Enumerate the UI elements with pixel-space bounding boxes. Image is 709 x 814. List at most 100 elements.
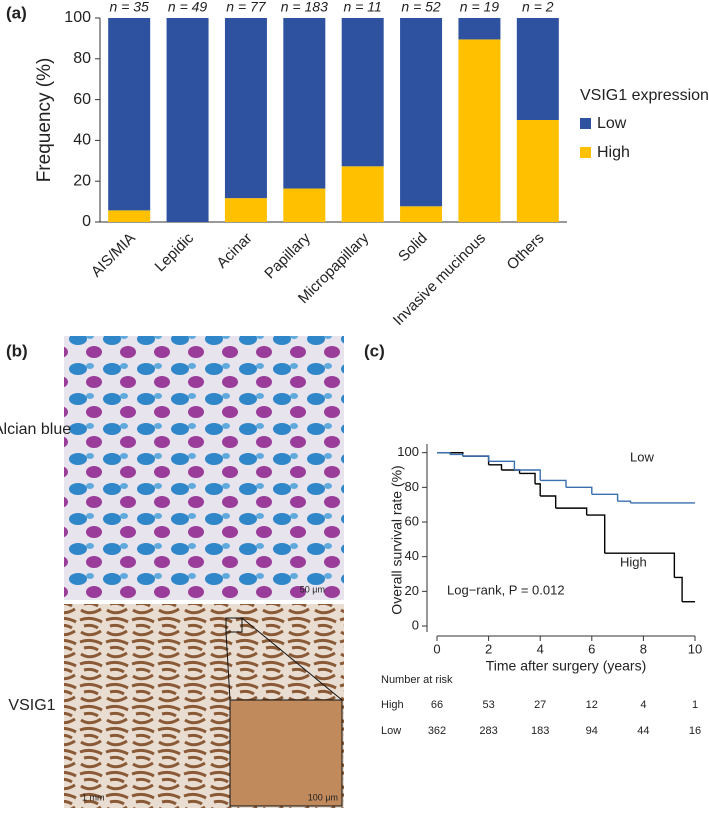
y-tick-label: 60	[405, 513, 419, 528]
x-tick-label: 6	[588, 641, 595, 656]
zoom-line	[241, 617, 343, 701]
y-tick-label: 60	[73, 91, 91, 108]
y-tick-label: 40	[405, 548, 419, 563]
panel-label: (b)	[6, 341, 28, 360]
risk-count: 94	[586, 725, 598, 737]
panel-label: (a)	[6, 3, 27, 22]
bar-segment	[341, 18, 384, 167]
bar-segment	[516, 18, 559, 120]
y-tick-label: 100	[397, 444, 419, 459]
survival-step	[488, 464, 503, 470]
bar-segment	[166, 18, 209, 222]
y-tick-label: 0	[412, 617, 419, 632]
bar-segment	[283, 18, 326, 189]
panel-label: (c)	[364, 341, 385, 360]
annotation: Log−rank, P = 0.012	[447, 582, 565, 597]
survival-step	[674, 576, 683, 602]
x-tick-label: Solid	[395, 230, 431, 266]
y-tick-label: 80	[405, 479, 419, 494]
x-axis-label: Time after surgery (years)	[486, 658, 647, 674]
x-tick-label: Papillary	[261, 229, 314, 282]
risk-count: 4	[640, 699, 646, 711]
x-tick-label: 10	[688, 641, 702, 656]
survival-step	[586, 514, 606, 554]
risk-count: 283	[479, 725, 497, 737]
curve-label: High	[620, 554, 647, 569]
x-tick-label: AIS/MIA	[88, 230, 139, 281]
risk-count: 1	[692, 699, 698, 711]
y-tick-label: 100	[64, 9, 91, 26]
image-label: Alcian blue	[0, 421, 71, 438]
survival-step	[462, 455, 490, 462]
risk-count: 53	[482, 699, 494, 711]
survival-step	[488, 460, 516, 470]
bar-segment	[458, 18, 501, 40]
bar-segment	[108, 18, 151, 211]
bar-segment	[516, 120, 559, 222]
y-tick-label: 40	[73, 132, 91, 149]
sample-size: n = 183	[281, 0, 328, 15]
image-label: VSIG1	[8, 697, 55, 714]
y-axis-label: Overall survival rate (%)	[389, 465, 405, 614]
curve-label: Low	[630, 449, 654, 464]
sample-size: n = 19	[460, 0, 500, 15]
y-tick-label: 20	[405, 583, 419, 598]
legend-swatch	[580, 118, 591, 129]
bar-segment	[400, 206, 443, 222]
x-tick-label: Others	[504, 230, 548, 274]
risk-count: 183	[531, 725, 549, 737]
survival-step	[555, 507, 588, 516]
survival-step	[514, 469, 541, 481]
scale-bar-label: 100 μm	[308, 792, 338, 802]
sample-size: n = 35	[110, 0, 150, 15]
x-tick-label: Lepidic	[152, 229, 198, 275]
survival-step	[540, 495, 557, 509]
zoom-line	[225, 631, 231, 701]
y-tick-label: 0	[82, 213, 91, 230]
bar-segment	[224, 198, 267, 222]
scale-bar-label: 50 μm	[300, 584, 325, 594]
y-tick-label: 80	[73, 50, 91, 67]
survival-step	[591, 493, 619, 502]
survival-step	[449, 453, 464, 457]
x-tick-label: Acinar	[213, 230, 255, 272]
risk-count: 16	[689, 725, 701, 737]
survival-step	[462, 455, 490, 465]
sample-size: n = 2	[522, 0, 554, 15]
risk-count: 44	[637, 725, 649, 737]
inset-image	[229, 699, 343, 807]
sample-size: n = 11	[344, 0, 382, 15]
survival-step	[535, 483, 541, 496]
survival-step	[437, 451, 451, 455]
legend-swatch	[580, 147, 591, 158]
survival-step	[540, 479, 567, 488]
x-tick-label: 2	[485, 641, 492, 656]
legend-title: VSIG1 expression	[580, 87, 709, 104]
legend-label: Low	[597, 115, 627, 132]
y-axis-label: Frequency (%)	[34, 58, 55, 183]
alcian-image	[64, 336, 344, 600]
sample-size: n = 49	[168, 0, 208, 15]
x-tick-label: 0	[433, 641, 440, 656]
legend-label: High	[597, 144, 630, 161]
bar-segment	[341, 166, 384, 222]
survival-step	[566, 486, 593, 495]
y-tick-label: 20	[73, 172, 91, 189]
survival-step	[519, 472, 536, 484]
survival-step	[604, 552, 676, 578]
bar-segment	[400, 18, 443, 207]
risk-count: 362	[428, 725, 446, 737]
risk-row-label: Low	[381, 725, 401, 737]
bar-segment	[283, 188, 326, 222]
bar-segment	[458, 39, 501, 222]
bar-segment	[224, 18, 267, 199]
x-tick-label: 4	[537, 641, 544, 656]
zoom-box	[225, 617, 243, 633]
risk-title: Number at risk	[381, 674, 453, 686]
risk-count: 12	[586, 699, 598, 711]
survival-step	[617, 500, 632, 503]
scale-bar-label: 1 mm	[82, 792, 105, 802]
bar-segment	[108, 210, 151, 222]
